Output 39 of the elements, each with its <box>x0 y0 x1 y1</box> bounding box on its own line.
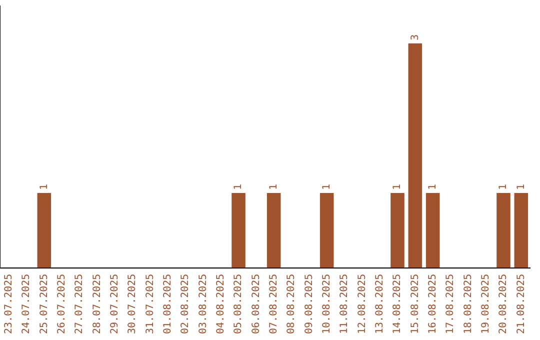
x-tick-label: 09.08.2025 <box>304 274 315 334</box>
x-tick-label: 07.08.2025 <box>268 274 280 334</box>
x-tick-label: 23.07.2025 <box>3 274 14 334</box>
x-tick-label: 27.07.2025 <box>74 274 86 334</box>
x-tick-label: 13.08.2025 <box>374 274 386 334</box>
x-tick-label: 30.07.2025 <box>127 274 138 334</box>
x-tick-label: 06.08.2025 <box>250 274 262 334</box>
x-tick-label: 16.08.2025 <box>427 274 438 334</box>
x-tick-label: 26.07.2025 <box>56 274 68 334</box>
data-label: 1 <box>38 184 50 190</box>
data-label: 1 <box>516 184 527 190</box>
x-tick-label: 19.08.2025 <box>480 274 492 334</box>
x-tick-label: 15.08.2025 <box>410 274 421 334</box>
x-tick-label: 29.07.2025 <box>109 274 120 334</box>
data-label: 1 <box>321 184 332 190</box>
x-tick-label: 02.08.2025 <box>180 274 192 334</box>
data-label: 3 <box>410 34 421 40</box>
x-tick-label: 01.08.2025 <box>162 274 174 334</box>
data-label: 1 <box>392 184 404 190</box>
data-label: 1 <box>498 184 510 190</box>
x-tick-label: 08.08.2025 <box>286 274 298 334</box>
x-tick-label: 24.07.2025 <box>21 274 32 334</box>
x-tick-label: 05.08.2025 <box>233 274 244 334</box>
x-tick-label: 12.08.2025 <box>356 274 368 334</box>
data-label: 1 <box>427 184 438 190</box>
x-tick-label: 31.07.2025 <box>144 274 156 334</box>
x-tick-label: 18.08.2025 <box>462 274 474 334</box>
x-tick-label: 20.08.2025 <box>498 274 510 334</box>
x-tick-label: 10.08.2025 <box>321 274 332 334</box>
x-tick-label: 11.08.2025 <box>339 274 350 334</box>
x-tick-label: 03.08.2025 <box>198 274 209 334</box>
x-tick-label: 21.08.2025 <box>516 274 527 334</box>
data-label: 1 <box>233 184 244 190</box>
x-tick-label: 25.07.2025 <box>38 274 50 334</box>
x-tick-label: 28.07.2025 <box>92 274 103 334</box>
x-tick-label: 17.08.2025 <box>445 274 456 334</box>
x-tick-label: 14.08.2025 <box>392 274 404 334</box>
x-tick-label: 04.08.2025 <box>215 274 226 334</box>
data-label: 1 <box>268 184 280 190</box>
